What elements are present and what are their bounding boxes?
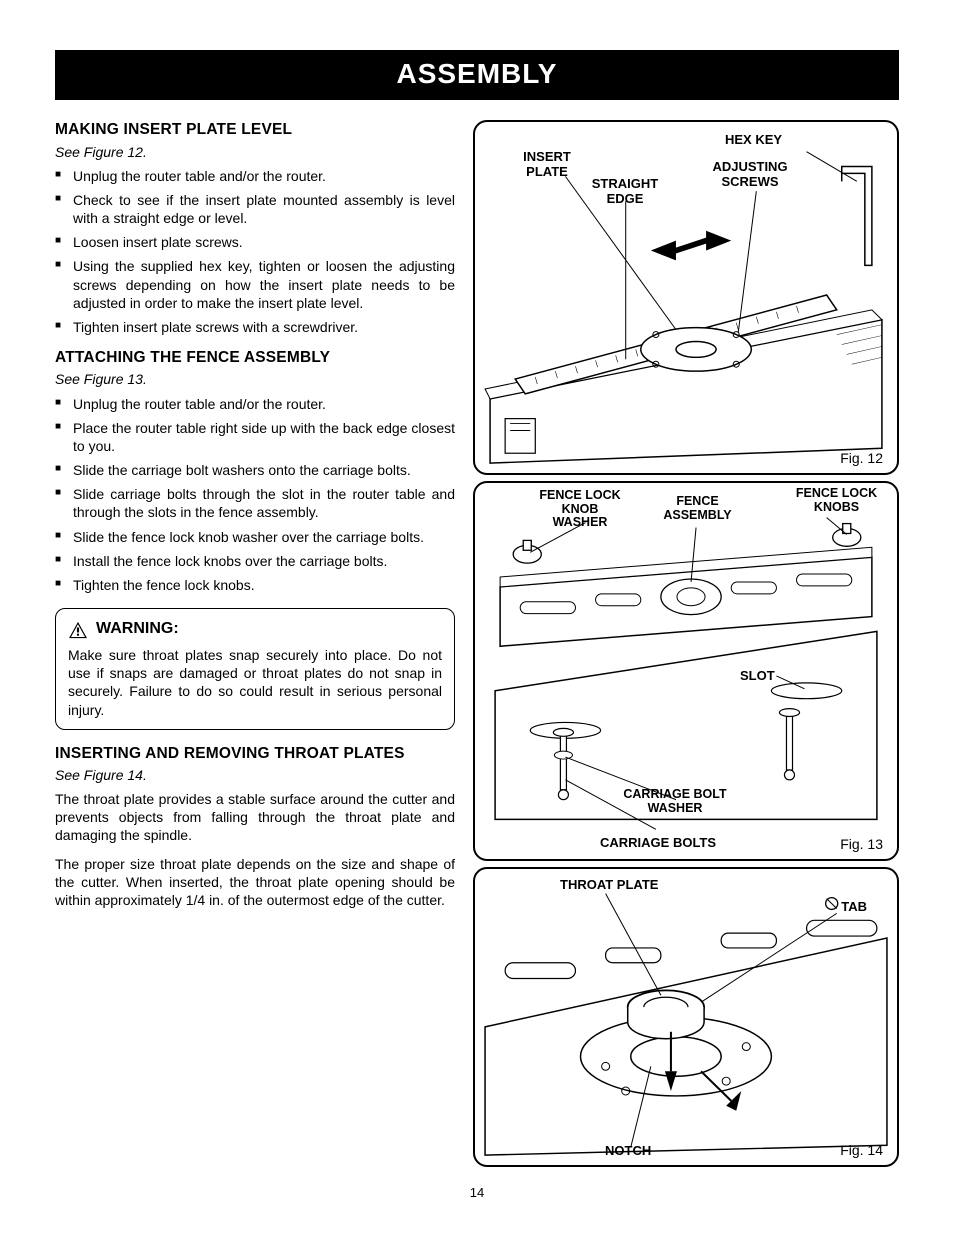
figure-14: THROAT PLATE TAB NOTCH Fig. 14 <box>473 867 899 1167</box>
two-column-layout: MAKING INSERT PLATE LEVEL See Figure 12.… <box>55 120 899 1167</box>
list-item: Check to see if the insert plate mounted… <box>55 191 455 227</box>
list-item: Tighten the fence lock knobs. <box>55 576 455 594</box>
fig12-label-insert-plate: INSERT PLATE <box>517 150 577 179</box>
section3-heading: INSERTING AND REMOVING THROAT PLATES <box>55 744 455 764</box>
list-item: Tighten insert plate screws with a screw… <box>55 318 455 336</box>
warning-title-row: WARNING: <box>68 619 442 640</box>
page-number: 14 <box>55 1185 899 1202</box>
left-column: MAKING INSERT PLATE LEVEL See Figure 12.… <box>55 120 455 1167</box>
fig12-caption: Fig. 12 <box>840 449 883 467</box>
fig12-label-straight-edge: STRAIGHT EDGE <box>590 177 660 206</box>
list-item: Place the router table right side up wit… <box>55 419 455 455</box>
list-item: Slide carriage bolts through the slot in… <box>55 485 455 521</box>
section2-see-figure: See Figure 13. <box>55 370 455 388</box>
fig14-caption: Fig. 14 <box>840 1141 883 1159</box>
list-item: Using the supplied hex key, tighten or l… <box>55 257 455 312</box>
fig13-label-carriage-bolts: CARRIAGE BOLTS <box>600 835 716 852</box>
fig13-label-fence-assembly: FENCE ASSEMBLY <box>660 495 735 521</box>
section3-see-figure: See Figure 14. <box>55 766 455 784</box>
fig13-label-fence-lock-knobs: FENCE LOCK KNOBS <box>794 487 879 513</box>
figure-14-illustration <box>475 869 897 1165</box>
list-item: Unplug the router table and/or the route… <box>55 167 455 185</box>
fig14-label-throat-plate: THROAT PLATE <box>560 877 658 894</box>
fig13-label-slot: SLOT <box>740 668 775 685</box>
list-item: Install the fence lock knobs over the ca… <box>55 552 455 570</box>
section1-heading: MAKING INSERT PLATE LEVEL <box>55 120 455 140</box>
list-item: Slide the carriage bolt washers onto the… <box>55 461 455 479</box>
fig13-caption: Fig. 13 <box>840 835 883 853</box>
fig12-label-hex-key: HEX KEY <box>725 132 782 149</box>
list-item: Slide the fence lock knob washer over th… <box>55 528 455 546</box>
section3-para2: The proper size throat plate depends on … <box>55 855 455 910</box>
warning-triangle-icon <box>68 621 88 639</box>
warning-title-text: WARNING: <box>96 619 179 640</box>
section1-bullet-list: Unplug the router table and/or the route… <box>55 167 455 337</box>
warning-callout: WARNING: Make sure throat plates snap se… <box>55 608 455 730</box>
right-column: INSERT PLATE HEX KEY ADJUSTING SCREWS ST… <box>473 120 899 1167</box>
section2-bullet-list: Unplug the router table and/or the route… <box>55 395 455 595</box>
fig13-label-carriage-bolt-washer: CARRIAGE BOLT WASHER <box>620 788 730 814</box>
warning-body-text: Make sure throat plates snap securely in… <box>68 646 442 719</box>
fig13-label-fence-lock-knob-washer: FENCE LOCK KNOB WASHER <box>535 489 625 528</box>
figure-12: INSERT PLATE HEX KEY ADJUSTING SCREWS ST… <box>473 120 899 475</box>
list-item: Unplug the router table and/or the route… <box>55 395 455 413</box>
section1-see-figure: See Figure 12. <box>55 143 455 161</box>
page-banner: ASSEMBLY <box>55 50 899 100</box>
fig14-label-notch: NOTCH <box>605 1143 651 1160</box>
section3-para1: The throat plate provides a stable surfa… <box>55 790 455 845</box>
list-item: Loosen insert plate screws. <box>55 233 455 251</box>
fig12-label-adjusting-screws: ADJUSTING SCREWS <box>710 160 790 189</box>
figure-13: FENCE LOCK KNOB WASHER FENCE ASSEMBLY FE… <box>473 481 899 861</box>
section2-heading: ATTACHING THE FENCE ASSEMBLY <box>55 348 455 368</box>
fig14-label-tab: TAB <box>841 899 867 916</box>
